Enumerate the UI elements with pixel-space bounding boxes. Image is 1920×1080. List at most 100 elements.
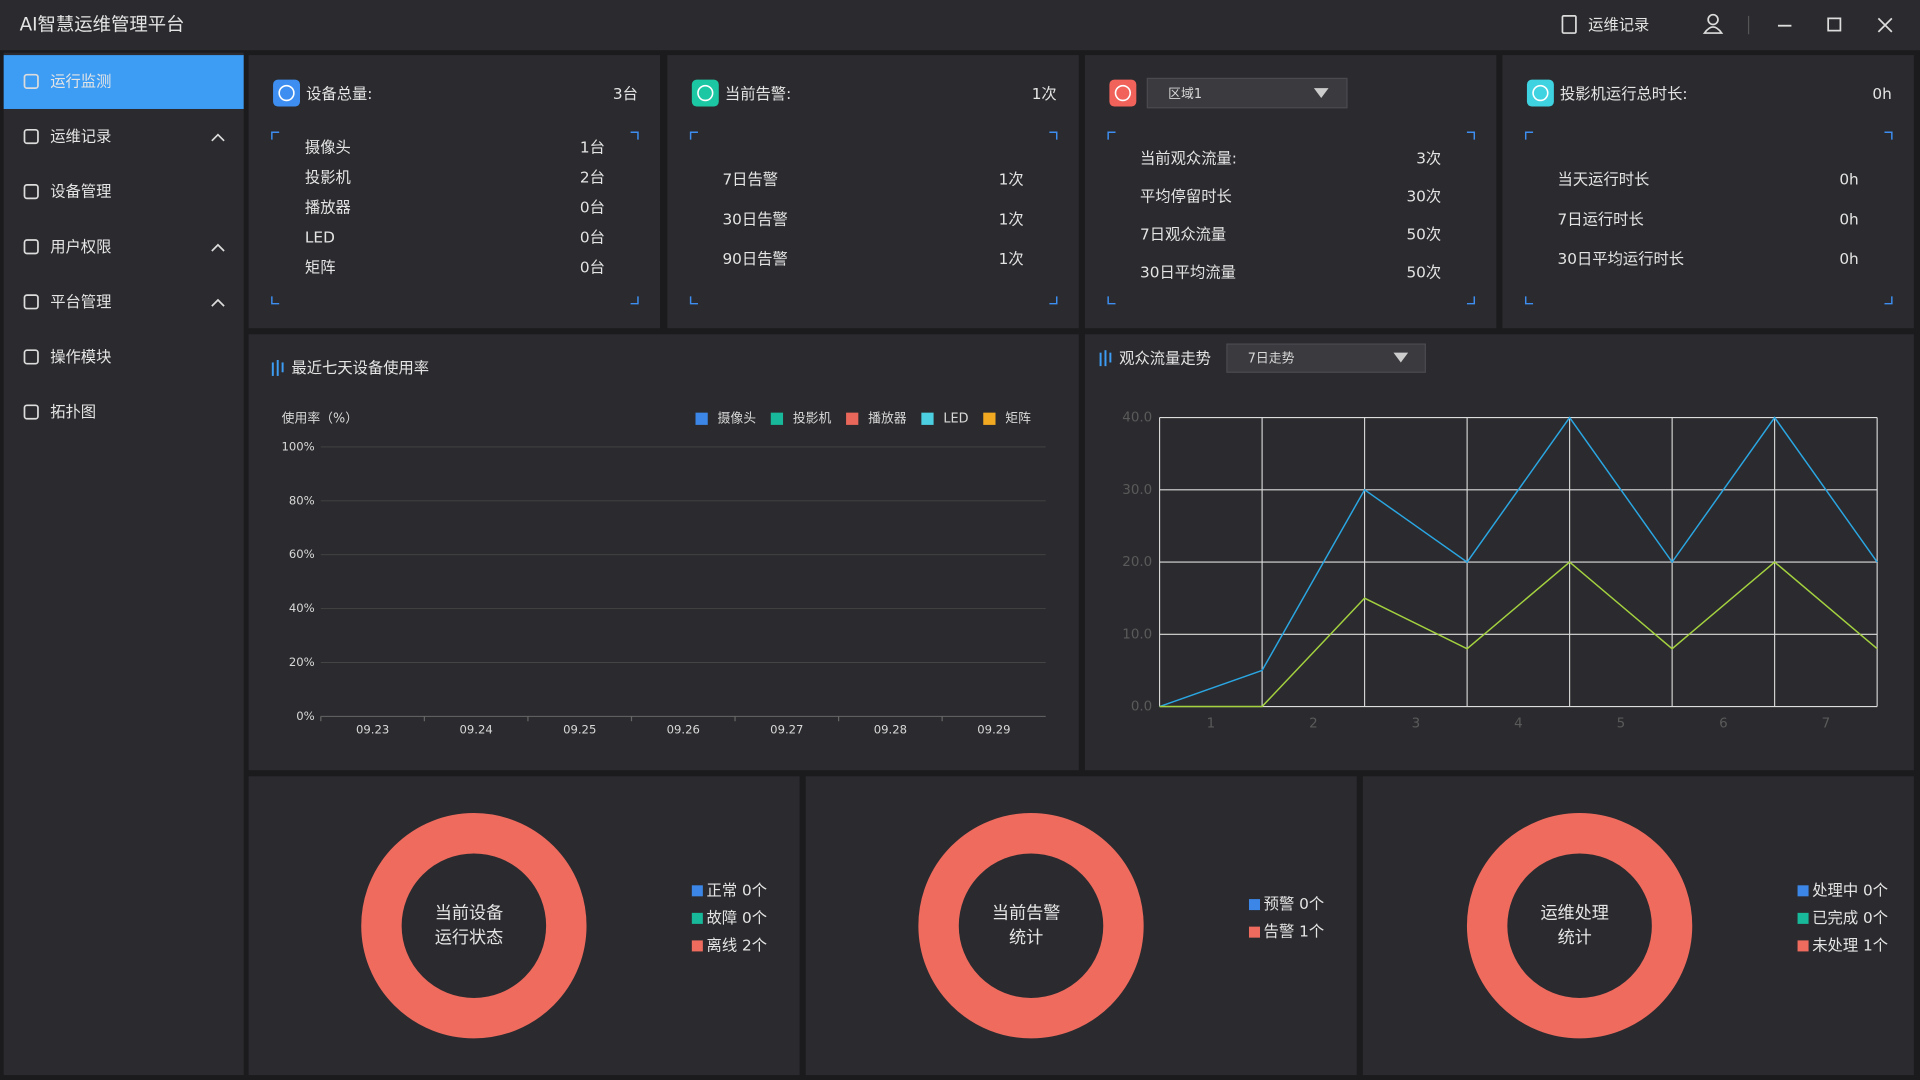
y-tick-label: 10.0 — [1122, 627, 1152, 642]
x-tick-label: 09.28 — [874, 722, 907, 736]
x-tick-label: 3 — [1412, 717, 1421, 732]
card-row-value: 50次 — [1406, 264, 1441, 282]
card-row-label: 当天运行时长 — [1558, 171, 1650, 189]
card-row-label: 平均停留时长 — [1140, 188, 1232, 206]
legend-label: LED — [943, 411, 968, 426]
legend-label: 摄像头 — [718, 411, 757, 426]
donut-panel — [1362, 776, 1914, 1076]
card-title: 设备总量: — [306, 85, 372, 103]
legend-swatch — [691, 912, 703, 924]
record-label: 运维记录 — [1588, 16, 1649, 34]
donut-segment — [361, 813, 587, 1039]
x-tick-label: 09.25 — [563, 722, 596, 736]
corner-bracket — [630, 131, 639, 140]
corner-bracket — [1524, 296, 1534, 305]
corner-bracket — [1049, 131, 1058, 140]
x-tick-label: 09.27 — [770, 722, 803, 736]
legend-value: 2个 — [742, 936, 767, 954]
corner-bracket — [1466, 131, 1476, 140]
card-row-value: 0台 — [580, 199, 605, 217]
corner-bracket — [1107, 131, 1116, 140]
card-row-value: 0h — [1839, 171, 1858, 189]
y-tick-label: 100% — [281, 439, 314, 453]
card-title: 投影机运行总时长: — [1560, 85, 1688, 103]
legend-label: 矩阵 — [1005, 411, 1031, 426]
donut-segment — [1466, 813, 1693, 1039]
legend-value: 0个 — [742, 909, 767, 927]
card-total: 0h — [1872, 85, 1891, 103]
sidebar-item-active[interactable] — [3, 55, 244, 109]
y-tick-label: 0% — [296, 709, 314, 723]
sidebar-item[interactable]: 用户权限 — [50, 238, 111, 256]
x-tick-label: 09.26 — [667, 722, 700, 736]
donut-center-label: 运维处理 — [1540, 903, 1609, 923]
card-row-label: 90日告警 — [722, 250, 787, 268]
legend-swatch — [1797, 940, 1809, 952]
legend-value: 0个 — [1863, 881, 1888, 899]
card-row-label: 7日观众流量 — [1140, 226, 1226, 244]
trend-dropdown[interactable] — [1226, 343, 1426, 373]
card-row-value: 1次 — [999, 250, 1024, 268]
sidebar-item[interactable]: 运维记录 — [50, 128, 111, 146]
legend-swatch — [770, 412, 784, 425]
sidebar-item[interactable]: 运行监测 — [50, 73, 111, 91]
title-icon — [1099, 352, 1102, 367]
dropdown-arrow — [1393, 352, 1409, 363]
chart-title: 观众流量走势 — [1119, 349, 1211, 367]
x-tick-label: 7 — [1822, 717, 1831, 732]
legend-swatch — [1797, 912, 1809, 924]
user-button[interactable] — [1702, 13, 1724, 34]
x-tick-label: 4 — [1514, 717, 1523, 732]
card-icon-glyph — [1114, 84, 1131, 102]
sidebar-icon — [23, 349, 39, 365]
sidebar-item[interactable]: 拓扑图 — [50, 403, 96, 421]
title-icon — [1109, 352, 1112, 363]
maximize-button[interactable] — [1827, 17, 1842, 32]
legend-label: 已完成 — [1812, 909, 1858, 927]
x-tick-label: 09.23 — [356, 722, 389, 736]
card-row-value: 1台 — [580, 139, 605, 157]
chevron — [211, 298, 225, 307]
card-row-label: 30日平均运行时长 — [1558, 250, 1685, 268]
legend-value: 1个 — [1863, 936, 1888, 954]
title-bar — [0, 0, 1920, 51]
x-tick-label: 2 — [1309, 717, 1318, 732]
sidebar-icon — [23, 294, 39, 310]
card-row-value: 3次 — [1416, 150, 1441, 168]
sidebar-item[interactable]: 操作模块 — [50, 348, 111, 366]
donut-center-label: 当前设备 — [435, 903, 504, 923]
legend-swatch — [1248, 926, 1260, 938]
record-button[interactable]: 运维记录 — [1561, 15, 1649, 34]
sidebar-item[interactable]: 设备管理 — [50, 183, 111, 201]
legend-label: 离线 — [707, 936, 738, 954]
legend-label: 投影机 — [793, 410, 832, 426]
donut-center-label: 统计 — [1558, 928, 1592, 948]
user-icon — [1707, 13, 1719, 26]
sidebar-item[interactable]: 平台管理 — [50, 293, 111, 311]
card-row-value: 1次 — [999, 171, 1024, 189]
card-row-label: 摄像头 — [305, 139, 351, 157]
x-tick-label: 5 — [1617, 717, 1626, 732]
card-icon-glyph — [278, 84, 295, 102]
legend-value: 1个 — [1299, 923, 1324, 941]
card-row-label: 7日运行时长 — [1558, 210, 1644, 228]
legend-swatch — [983, 412, 996, 425]
corner-bracket — [271, 131, 280, 140]
title-icon — [1104, 350, 1107, 367]
card-row-label: 当前观众流量: — [1140, 150, 1237, 168]
legend-swatch — [691, 940, 703, 952]
x-tick-label: 09.24 — [460, 722, 493, 736]
card-row-label: 30日告警 — [722, 210, 787, 228]
region-dropdown[interactable] — [1146, 77, 1348, 109]
y-tick-label: 0.0 — [1131, 700, 1152, 715]
close-button[interactable] — [1877, 17, 1893, 33]
legend-swatch — [1797, 885, 1809, 897]
card-row-label: 矩阵 — [305, 259, 336, 277]
card-title: 当前告警: — [725, 85, 791, 103]
region-dropdown-label: 区域1 — [1168, 87, 1202, 102]
card-icon — [273, 79, 300, 107]
traffic-panel — [1084, 334, 1914, 771]
title-icon — [276, 360, 279, 376]
legend-swatch — [691, 885, 703, 897]
legend-swatch — [695, 412, 708, 425]
